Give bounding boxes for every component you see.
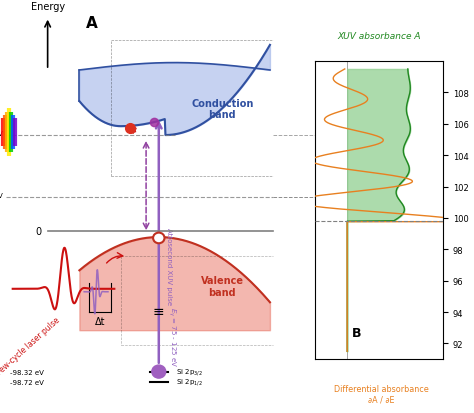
Text: $E_{\rm gap}^{\rm indirect}$ = 1.1 eV: $E_{\rm gap}^{\rm indirect}$ = 1.1 eV: [0, 190, 5, 205]
Text: Δt: Δt: [95, 316, 105, 327]
Circle shape: [152, 365, 166, 378]
Text: Si 2p$_{3/2}$: Si 2p$_{3/2}$: [176, 366, 203, 377]
Text: A: A: [86, 16, 98, 31]
Text: Differential absorbance
∂A / ∂E: Differential absorbance ∂A / ∂E: [334, 384, 429, 404]
Text: Valence
band: Valence band: [201, 275, 244, 297]
Text: XUV absorbance A: XUV absorbance A: [337, 32, 421, 41]
Text: Few-cycle laser pulse: Few-cycle laser pulse: [0, 315, 62, 376]
Text: $E_{\gamma}$ = 75 - 125 eV: $E_{\gamma}$ = 75 - 125 eV: [166, 306, 177, 366]
Text: -98.32 eV: -98.32 eV: [9, 369, 44, 375]
Text: B: B: [352, 326, 362, 339]
Text: Conduction
band: Conduction band: [191, 98, 254, 120]
Text: Attosecond XUV pulse: Attosecond XUV pulse: [166, 227, 172, 304]
Text: 0: 0: [35, 227, 41, 237]
Text: ≡: ≡: [153, 304, 164, 318]
Text: $E_{\rm gap}^{\rm direct}$ = 3.2eV: $E_{\rm gap}^{\rm direct}$ = 3.2eV: [0, 128, 5, 143]
Text: -98.72 eV: -98.72 eV: [9, 379, 44, 385]
Text: Energy: Energy: [31, 2, 64, 12]
Text: Si 2p$_{1/2}$: Si 2p$_{1/2}$: [176, 377, 203, 387]
Circle shape: [153, 233, 164, 244]
